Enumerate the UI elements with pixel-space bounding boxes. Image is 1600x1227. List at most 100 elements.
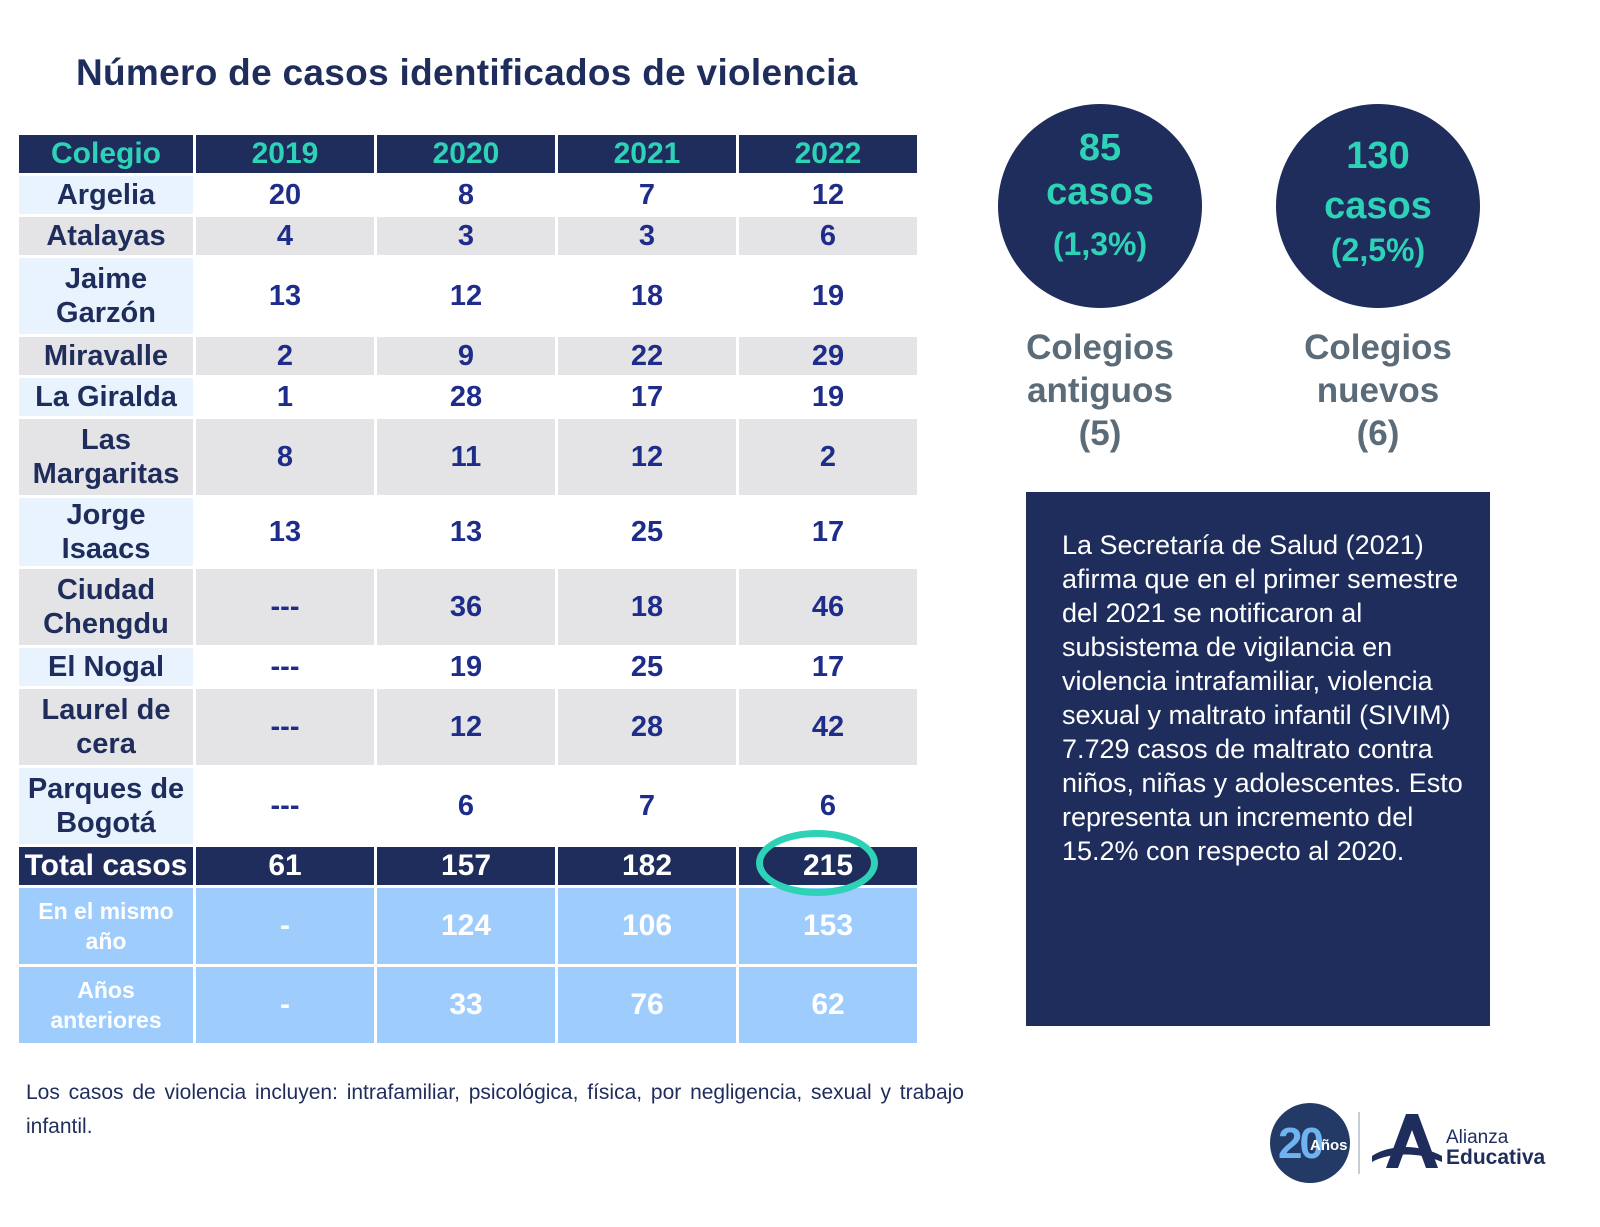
- table-cell: 25: [558, 648, 736, 686]
- brand-name: Alianza Educativa: [1446, 1127, 1545, 1169]
- table-row: Jorge Isaacs 13 13 25 17: [19, 498, 917, 566]
- school-name-line: Parques de: [27, 773, 185, 805]
- school-name-line: Laurel de: [41, 694, 171, 726]
- circle-count: 130: [1346, 135, 1410, 177]
- table-cell: 17: [739, 648, 917, 686]
- table-cell: 36: [377, 569, 555, 645]
- anniversary-word: Años: [1310, 1137, 1348, 1154]
- brand-line: Alianza: [1446, 1127, 1509, 1148]
- school-name-line: anteriores: [50, 1007, 162, 1033]
- circle-count: 85: [1078, 127, 1122, 169]
- table-cell: ---: [196, 569, 374, 645]
- circle-unit: casos: [1324, 185, 1432, 227]
- page-title: Número de casos identificados de violenc…: [76, 52, 858, 93]
- table-cell: 13: [196, 498, 374, 566]
- circle-label-line: nuevos: [1316, 371, 1440, 410]
- breakdown-row: En el mismo año -124 106 153: [19, 888, 917, 964]
- school-name: El Nogal: [19, 648, 193, 686]
- circle-label-line: (6): [1356, 414, 1400, 453]
- school-name: Miravalle: [19, 337, 193, 375]
- table-row: El Nogal --- 19 25 17: [19, 648, 917, 686]
- school-name-line: Margaritas: [32, 458, 180, 490]
- circle-label-old: Colegios antiguos (5): [970, 326, 1230, 455]
- logo-divider: [1358, 1112, 1360, 1174]
- table-row: Ciudad Chengdu --- 36 18 46: [19, 569, 917, 645]
- school-name-line: Miravalle: [43, 340, 169, 372]
- table-cell: 28: [558, 689, 736, 765]
- table-cell: 19: [739, 378, 917, 416]
- table-row: Laurel de cera --- 12 28 42: [19, 689, 917, 765]
- table-cell: 106: [558, 888, 736, 964]
- school-name-line: Atalayas: [46, 220, 166, 252]
- table-row: Atalayas 4 3 3 6: [19, 217, 917, 255]
- table-cell: 8: [196, 419, 374, 495]
- table-cell: 12: [377, 689, 555, 765]
- table-cell: 62: [739, 967, 917, 1043]
- table-cell: 76: [558, 967, 736, 1043]
- table-cell: 2: [196, 337, 374, 375]
- anniversary-logo: 20 Años: [1270, 1103, 1350, 1183]
- table-cell: 124: [377, 888, 555, 964]
- table-cell: 7: [558, 176, 736, 214]
- table-row: Las Margaritas 8 11 12 2: [19, 419, 917, 495]
- table-cell: 28: [377, 378, 555, 416]
- school-name-line: Garzón: [56, 297, 156, 329]
- circle-label-new: Colegios nuevos (6): [1248, 326, 1508, 455]
- school-name-line: La Giralda: [35, 381, 177, 413]
- circle-label-line: (5): [1078, 414, 1122, 453]
- table-cell: 4: [196, 217, 374, 255]
- school-name-line: Las: [81, 424, 131, 456]
- school-name: Jaime Garzón: [19, 258, 193, 334]
- table-cell: 12: [558, 419, 736, 495]
- circle-unit: casos: [1046, 171, 1154, 213]
- school-name: Laurel de cera: [19, 689, 193, 765]
- school-name-line: El Nogal: [47, 651, 164, 683]
- table-cell: 13: [377, 498, 555, 566]
- school-name: Parques de Bogotá: [19, 768, 193, 844]
- school-name-line: En el mismo: [38, 898, 174, 924]
- table-cell: 11: [377, 419, 555, 495]
- table-header-row: Colegio 2019 2020 2021 2022: [19, 135, 917, 173]
- table-cell: ---: [196, 768, 374, 844]
- school-name-line: Jaime: [64, 263, 148, 295]
- table-cell: 29: [739, 337, 917, 375]
- column-header: 2019: [196, 135, 374, 173]
- footnote: Los casos de violencia incluyen: intrafa…: [26, 1081, 964, 1138]
- table-cell: -: [196, 888, 374, 964]
- total-label: Total casos: [19, 847, 193, 885]
- column-header: 2020: [377, 135, 555, 173]
- school-name: Jorge Isaacs: [19, 498, 193, 566]
- school-name-line: cera: [76, 728, 136, 760]
- breakdown-row: Años anteriores -33 76 62: [19, 967, 917, 1043]
- alianza-logo-icon: [1372, 1114, 1442, 1168]
- table-cell: 33: [377, 967, 555, 1043]
- circle-percent: (1,3%): [1052, 226, 1148, 262]
- table-cell: 6: [739, 217, 917, 255]
- school-name-line: Años: [77, 977, 135, 1003]
- table-row: Argelia 20 8 7 12: [19, 176, 917, 214]
- table-cell: 8: [377, 176, 555, 214]
- circle-new-schools: 130 casos (2,5%): [1276, 104, 1480, 308]
- table-cell: 18: [558, 569, 736, 645]
- school-name: Años anteriores: [19, 967, 193, 1043]
- table-row: Miravalle 2 9 22 29: [19, 337, 917, 375]
- table-cell: 12: [739, 176, 917, 214]
- table-cell: 182: [558, 847, 736, 885]
- table-cell: 2: [739, 419, 917, 495]
- table-cell: 19: [377, 648, 555, 686]
- table-cell: 3: [377, 217, 555, 255]
- table-cell: 9: [377, 337, 555, 375]
- school-name-line: año: [85, 928, 127, 954]
- table-cell: 153: [739, 888, 917, 964]
- table-cell: ---: [196, 648, 374, 686]
- table-cell: 42: [739, 689, 917, 765]
- table-cell: 13: [196, 258, 374, 334]
- table-cell: 22: [558, 337, 736, 375]
- school-name-line: Isaacs: [61, 533, 151, 565]
- table-cell: 17: [558, 378, 736, 416]
- school-name: En el mismo año: [19, 888, 193, 964]
- table-cell: 19: [739, 258, 917, 334]
- circle-label-line: Colegios: [1026, 328, 1174, 367]
- school-name-line: Argelia: [56, 179, 156, 211]
- table-cell: 18: [558, 258, 736, 334]
